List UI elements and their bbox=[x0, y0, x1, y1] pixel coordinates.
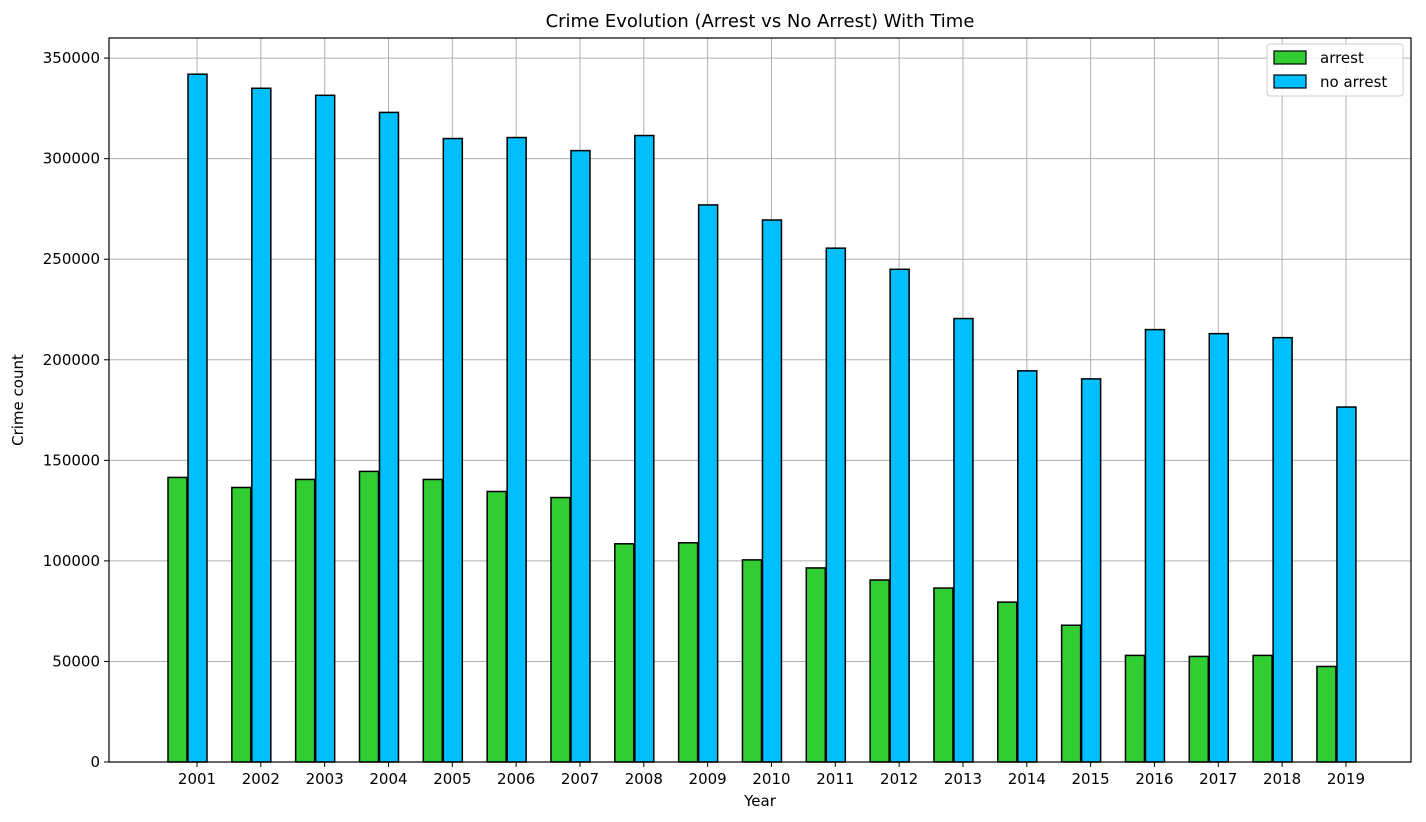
bar-arrest-2005 bbox=[422, 478, 444, 763]
bar-no-arrest-2006 bbox=[506, 136, 527, 763]
x-tick-label: 2011 bbox=[816, 770, 854, 788]
y-tick-label: 350000 bbox=[43, 49, 100, 67]
bar-no-arrest-2007 bbox=[570, 149, 591, 763]
bar-arrest-2008 bbox=[614, 543, 635, 763]
y-tick-label: 200000 bbox=[43, 351, 100, 369]
y-tick-label: 250000 bbox=[43, 250, 100, 268]
bar-arrest-2012 bbox=[869, 579, 890, 763]
bar-no-arrest-2019 bbox=[1336, 406, 1357, 763]
bar-arrest-2013 bbox=[933, 587, 954, 763]
plot-frame bbox=[108, 37, 1412, 763]
bar-no-arrest-2010 bbox=[761, 219, 783, 763]
legend: arrest no arrest bbox=[1266, 43, 1404, 97]
bar-no-arrest-2013 bbox=[953, 317, 974, 763]
bar-no-arrest-2001 bbox=[187, 73, 208, 763]
bar-arrest-2002 bbox=[231, 486, 252, 763]
bar-no-arrest-2011 bbox=[825, 247, 847, 763]
x-tick-label: 2010 bbox=[752, 770, 790, 788]
x-tick-label: 2003 bbox=[306, 770, 344, 788]
x-tick-label: 2008 bbox=[625, 770, 663, 788]
x-axis-title: Year bbox=[743, 792, 777, 810]
bar-no-arrest-2009 bbox=[697, 204, 719, 763]
y-axis-title: Crime count bbox=[9, 354, 27, 446]
bar-arrest-2003 bbox=[294, 478, 316, 763]
bar-no-arrest-2008 bbox=[634, 134, 655, 763]
y-tick-label: 100000 bbox=[43, 552, 100, 570]
x-tick-label: 2018 bbox=[1263, 770, 1301, 788]
bar-arrest-2015 bbox=[1060, 624, 1082, 763]
bar-arrest-2018 bbox=[1252, 654, 1273, 763]
y-tick-label: 150000 bbox=[43, 451, 100, 469]
bar-no-arrest-2004 bbox=[378, 111, 400, 763]
bar-arrest-2017 bbox=[1188, 655, 1210, 763]
bar-arrest-2009 bbox=[677, 542, 699, 763]
bar-no-arrest-2003 bbox=[314, 94, 336, 763]
bar-arrest-2001 bbox=[167, 476, 188, 763]
y-tick-label: 300000 bbox=[43, 150, 100, 168]
x-axis-ticks: 2001 2002 2003 2004 2005 2006 2007 2008 2009 2010… bbox=[178, 762, 1365, 788]
bar-arrest-2006 bbox=[486, 490, 507, 763]
bar-no-arrest-2005 bbox=[442, 137, 464, 763]
x-tick-label: 2016 bbox=[1135, 770, 1173, 788]
bar-no-arrest-2002 bbox=[251, 87, 272, 763]
bar-no-arrest-2018 bbox=[1272, 336, 1293, 763]
legend-swatch-no-arrest bbox=[1273, 74, 1307, 89]
bar-no-arrest-2016 bbox=[1144, 328, 1166, 763]
x-tick-label: 2013 bbox=[944, 770, 982, 788]
legend-label-arrest: arrest bbox=[1320, 49, 1364, 67]
bar-arrest-2016 bbox=[1124, 654, 1146, 763]
bar-no-arrest-2012 bbox=[889, 268, 910, 763]
x-tick-label: 2009 bbox=[689, 770, 727, 788]
x-tick-label: 2007 bbox=[561, 770, 599, 788]
bar-no-arrest-2014 bbox=[1017, 370, 1038, 763]
y-axis-ticks: 0 50000 100000 150000 200000 250000 300000 3500… bbox=[43, 49, 109, 771]
bar-arrest-2004 bbox=[358, 470, 380, 763]
x-tick-label: 2014 bbox=[1008, 770, 1046, 788]
x-tick-label: 2015 bbox=[1072, 770, 1110, 788]
legend-label-no-arrest: no arrest bbox=[1320, 73, 1387, 91]
x-tick-label: 2004 bbox=[369, 770, 407, 788]
x-tick-label: 2017 bbox=[1199, 770, 1237, 788]
bar-arrest-2010 bbox=[741, 559, 763, 763]
bar-arrest-2007 bbox=[550, 496, 571, 763]
y-tick-label: 50000 bbox=[52, 652, 100, 670]
x-tick-label: 2012 bbox=[880, 770, 918, 788]
x-tick-label: 2001 bbox=[178, 770, 216, 788]
bar-arrest-2011 bbox=[805, 567, 827, 763]
bar-no-arrest-2017 bbox=[1208, 332, 1230, 763]
bar-no-arrest-2015 bbox=[1080, 378, 1102, 763]
x-tick-label: 2019 bbox=[1327, 770, 1365, 788]
x-tick-label: 2002 bbox=[242, 770, 280, 788]
x-tick-label: 2005 bbox=[433, 770, 471, 788]
legend-swatch-arrest bbox=[1273, 50, 1307, 65]
x-tick-label: 2006 bbox=[497, 770, 535, 788]
bar-arrest-2019 bbox=[1316, 665, 1337, 763]
bar-arrest-2014 bbox=[997, 601, 1018, 763]
chart-title: Crime Evolution (Arrest vs No Arrest) Wi… bbox=[546, 11, 975, 32]
y-tick-label: 0 bbox=[90, 753, 100, 771]
